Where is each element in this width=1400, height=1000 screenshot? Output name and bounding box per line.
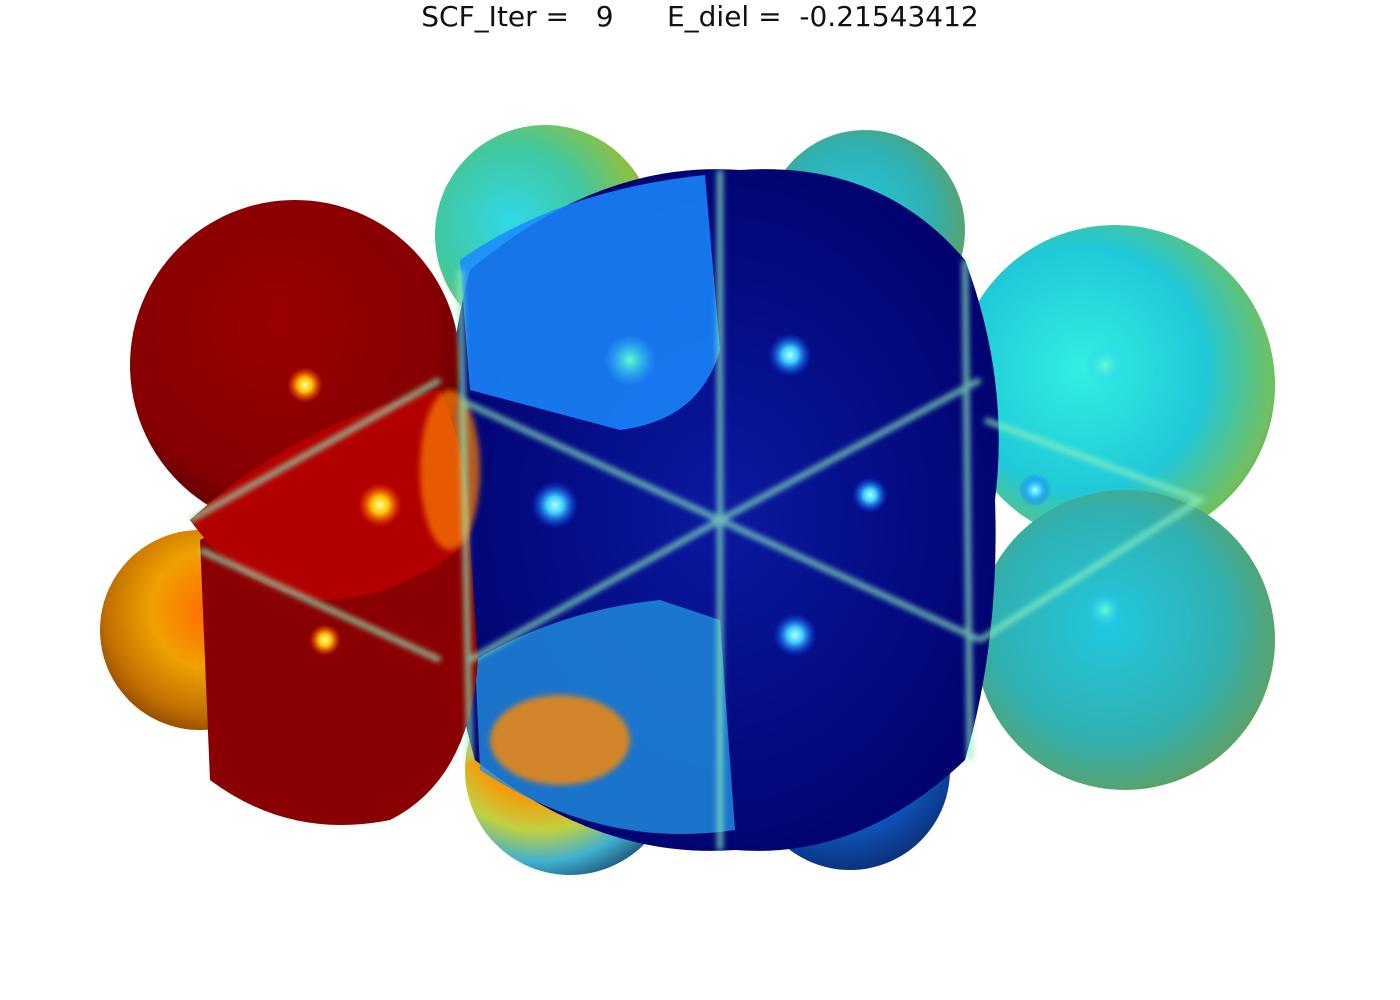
vertex-spot-2 (358, 483, 402, 527)
vertex-spot-9 (773, 613, 817, 657)
atom-sphere-right-lower (975, 490, 1275, 790)
vertex-spot-7 (852, 477, 888, 513)
warm-edge-glow-bottom (490, 695, 630, 785)
molecule-surface (100, 125, 1275, 875)
oxygen-region-mid (190, 390, 470, 600)
vertex-spot-8 (1019, 474, 1051, 506)
atom-sphere-right-upper (955, 225, 1275, 545)
vertex-spot-11 (1087, 592, 1123, 628)
scf-iter-value: 9 (595, 0, 614, 33)
surface-seams (188, 170, 1207, 850)
e-diel-label: E_diel = (666, 0, 782, 33)
vertex-spot-4 (604, 334, 656, 386)
vertex-spot-6 (531, 481, 579, 529)
vertex-spot-1 (287, 367, 323, 403)
e-diel-value: -0.21543412 (799, 0, 979, 33)
warm-edge-glow (420, 390, 480, 550)
vertex-spot-5 (768, 333, 812, 377)
scf-iter-label: SCF_Iter = (421, 0, 570, 33)
vertex-spot-3 (309, 624, 341, 656)
vertex-spot-10 (1085, 345, 1125, 385)
scf-iteration-header: SCF_Iter = 9 E_diel = -0.21543412 (0, 0, 1400, 40)
